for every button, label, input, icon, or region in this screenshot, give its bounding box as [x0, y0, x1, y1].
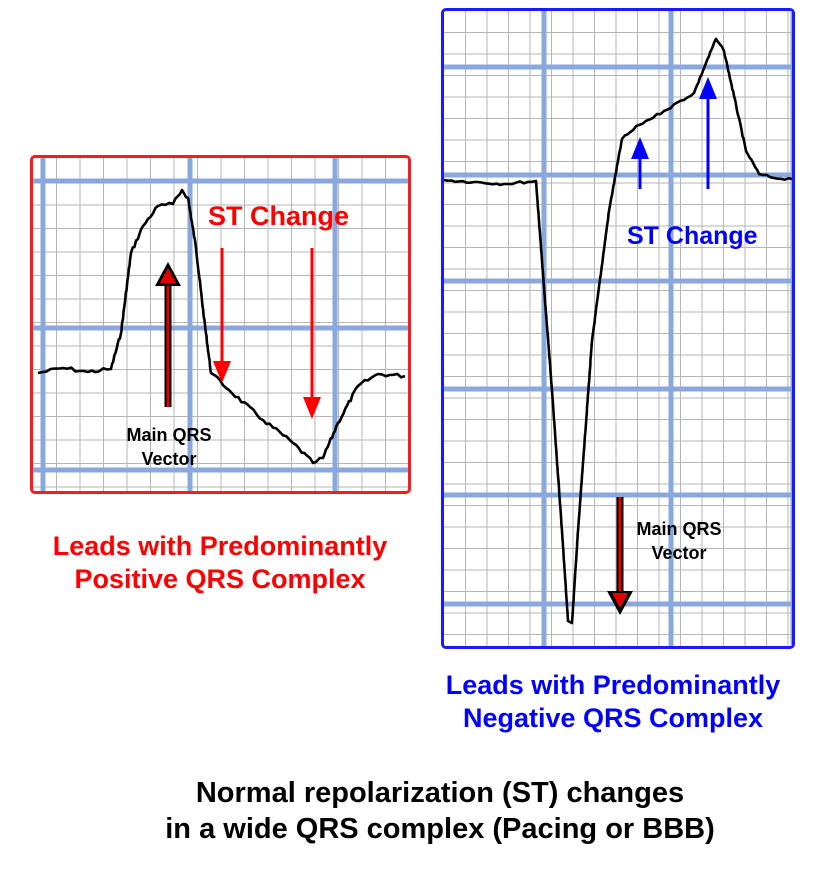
- main-qrs-vector-label: Main QRS Vector: [614, 517, 744, 565]
- main-qrs-vector-arrow: [607, 497, 633, 615]
- main-qrs-vector-label-line1: Main QRS: [636, 519, 722, 539]
- st-change-label: ST Change: [208, 201, 350, 231]
- main-qrs-vector-label-line2: Vector: [651, 543, 707, 563]
- main-qrs-vector-label: Main QRS Vector: [99, 423, 239, 471]
- negative-qrs-ecg-strip: [444, 11, 792, 646]
- positive-qrs-caption: Leads with Predominantly Positive QRS Co…: [0, 530, 440, 596]
- positive-qrs-caption-line1: Leads with Predominantly: [52, 531, 388, 561]
- figure-footer: Normal repolarization (ST) changes in a …: [50, 775, 830, 847]
- figure-footer-line2: in a wide QRS complex (Pacing or BBB): [165, 813, 715, 845]
- positive-qrs-caption-line2: Positive QRS Complex: [74, 564, 366, 594]
- main-qrs-vector-label-line2: Vector: [141, 449, 197, 469]
- st-change-arrow: [213, 248, 231, 383]
- st-change-arrow: [699, 77, 717, 189]
- negative-qrs-caption: Leads with Predominantly Negative QRS Co…: [393, 669, 833, 735]
- main-qrs-vector-label-line1: Main QRS: [126, 425, 212, 445]
- figure-footer-line1: Normal repolarization (ST) changes: [195, 777, 685, 809]
- ecg-trace: [37, 188, 406, 465]
- st-change-label: ST Change: [627, 222, 758, 250]
- st-change-arrow: [631, 137, 649, 189]
- positive-qrs-ecg-panel: ST Change Main QRS Vector: [30, 155, 411, 494]
- ecg-trace: [444, 37, 792, 625]
- negative-qrs-caption-line1: Leads with Predominantly: [445, 670, 781, 700]
- main-qrs-vector-arrow: [155, 262, 181, 407]
- negative-qrs-ecg-panel: ST Change Main QRS Vector: [441, 8, 795, 649]
- positive-qrs-ecg-strip: [33, 158, 408, 491]
- st-change-arrow: [303, 248, 321, 419]
- negative-qrs-caption-line2: Negative QRS Complex: [462, 703, 764, 733]
